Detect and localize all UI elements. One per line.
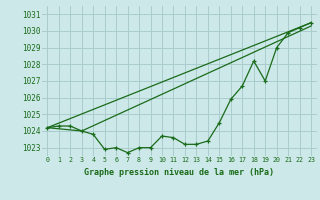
X-axis label: Graphe pression niveau de la mer (hPa): Graphe pression niveau de la mer (hPa): [84, 168, 274, 177]
